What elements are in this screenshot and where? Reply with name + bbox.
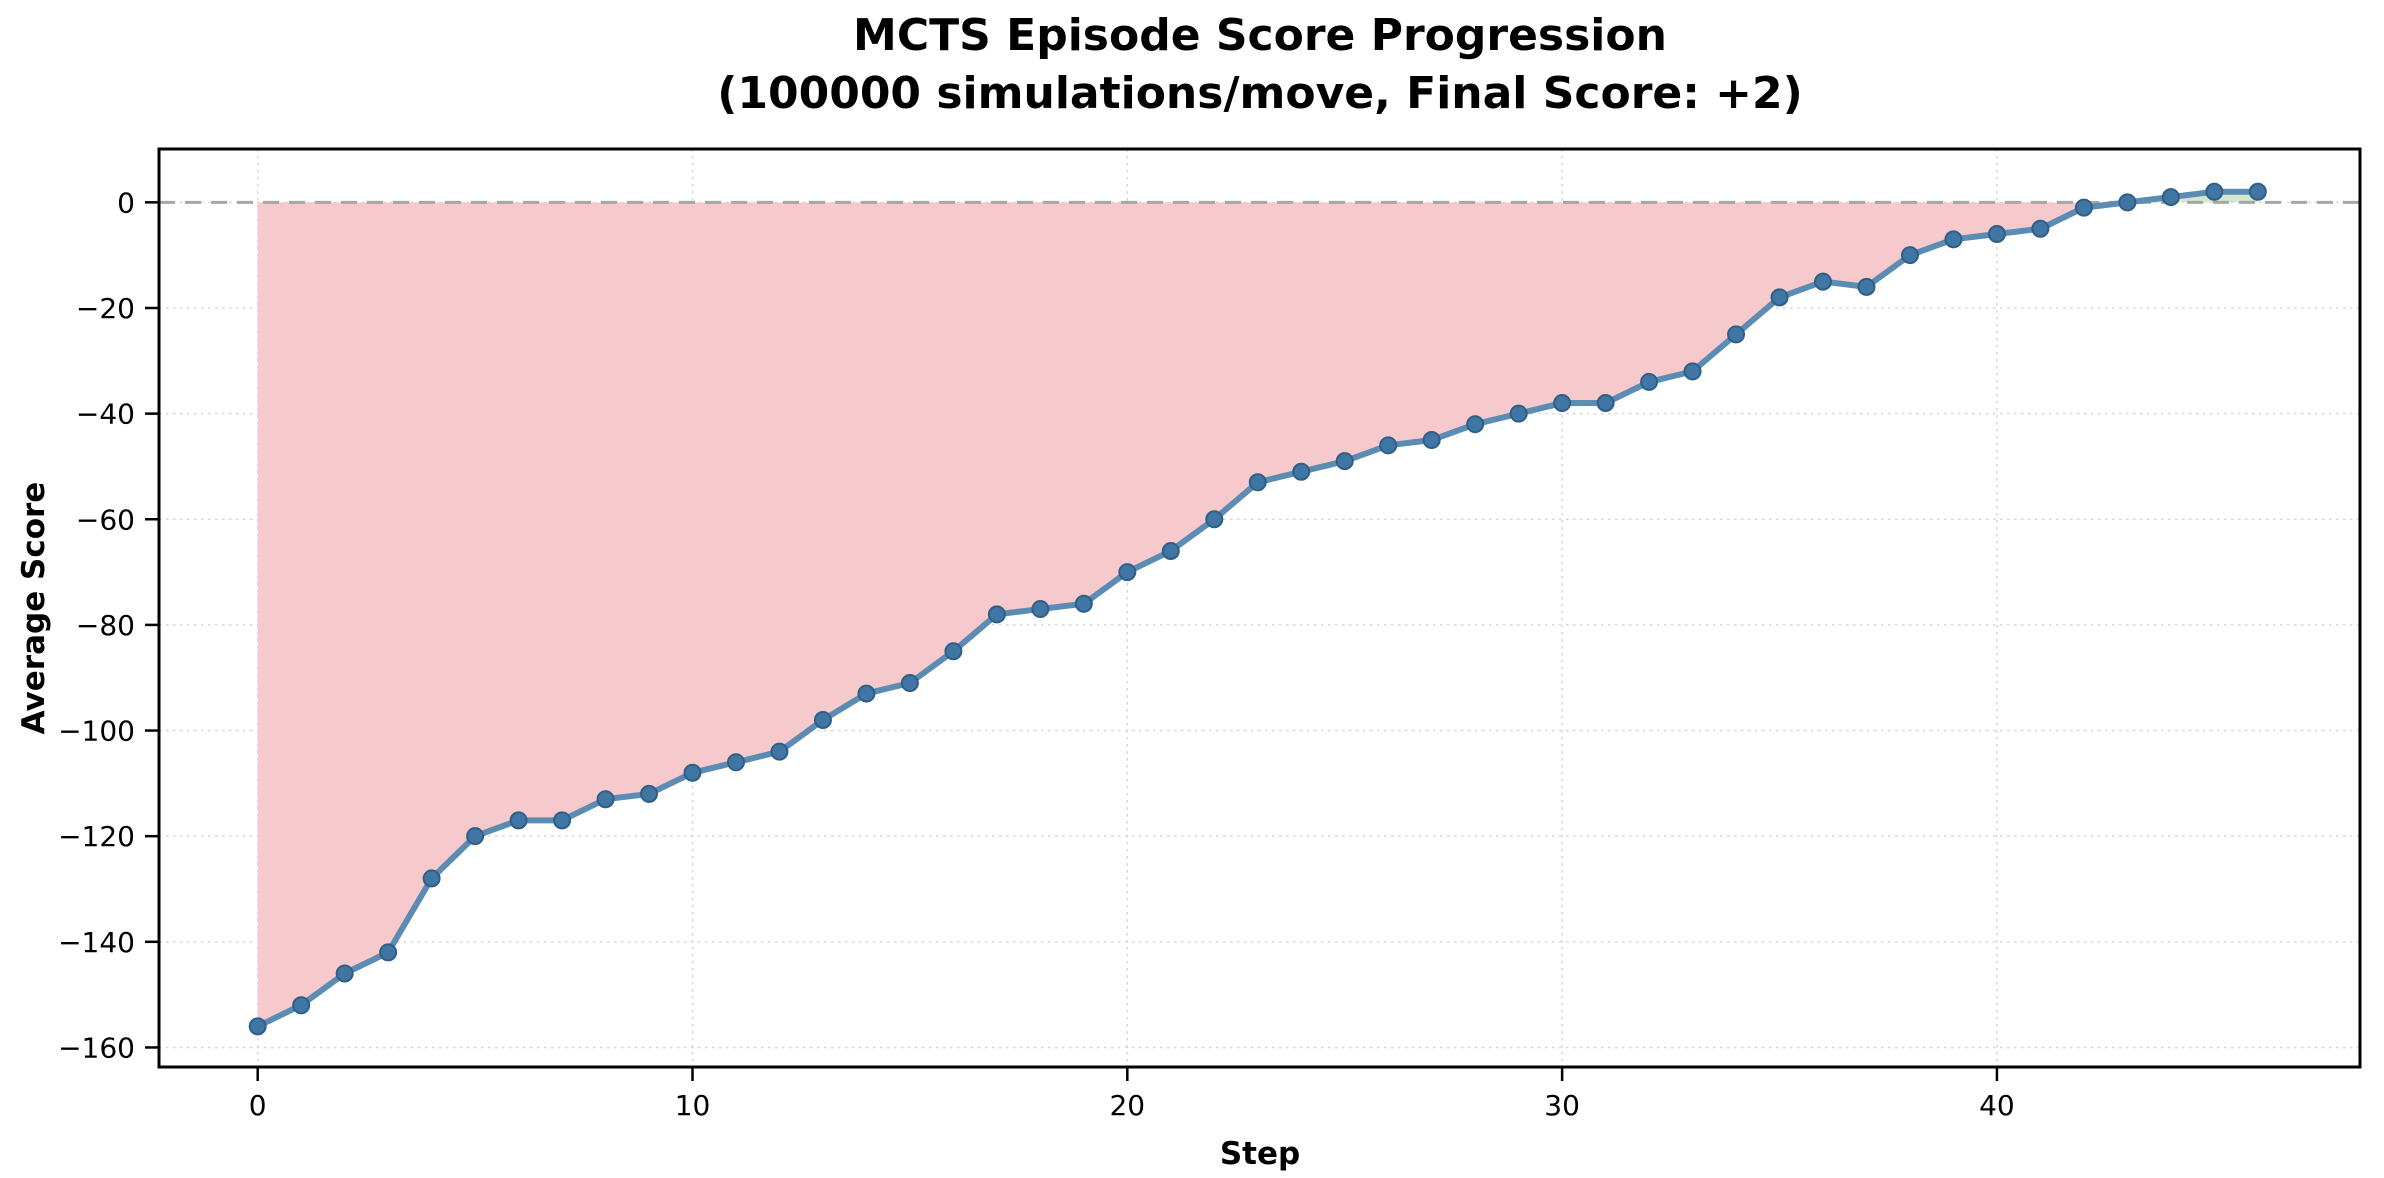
data-point-step-28 [1466, 415, 1485, 434]
x-tick-label: 20 [1109, 1089, 1145, 1122]
axes-and-ticks: 0 10 20 30 40 0 −20 −40 −60 −80 −100 −120 −140 −160 [58, 147, 2362, 1122]
data-point-step-26 [1379, 436, 1398, 455]
data-point-step-41 [2031, 219, 2050, 238]
data-point-step-2 [335, 964, 354, 983]
x-tick-label: 10 [675, 1089, 711, 1122]
data-point-step-17 [987, 605, 1006, 624]
y-tick-label: −60 [76, 503, 135, 536]
data-point-step-14 [857, 684, 876, 703]
positive-score-area [257, 191, 2258, 203]
data-point-step-38 [1900, 246, 1919, 265]
y-axis-label: Average Score [16, 482, 52, 735]
data-point-step-3 [379, 943, 398, 962]
data-point-step-24 [1292, 462, 1311, 481]
y-tick-label: 0 [117, 186, 135, 219]
score-line-series [248, 182, 2267, 1036]
data-point-step-39 [1944, 230, 1963, 249]
data-point-step-45 [2205, 182, 2224, 201]
data-point-step-12 [770, 742, 789, 761]
area-fills [257, 191, 2258, 1027]
y-tick-label: −20 [76, 292, 135, 325]
x-tick-label: 40 [1979, 1089, 2015, 1122]
data-point-step-21 [1161, 541, 1180, 560]
data-point-step-10 [683, 763, 702, 782]
data-point-step-0 [248, 1017, 267, 1036]
y-tick-label: −100 [58, 715, 135, 748]
data-point-step-5 [466, 827, 485, 846]
data-point-step-43 [2118, 193, 2137, 212]
data-point-step-6 [509, 811, 528, 830]
data-point-step-11 [726, 753, 745, 772]
x-axis-label: Step [1220, 1136, 1300, 1172]
chart-title: MCTS Episode Score Progression [853, 10, 1667, 61]
data-point-step-27 [1422, 431, 1441, 450]
data-point-step-4 [422, 869, 441, 888]
data-point-step-16 [944, 642, 963, 661]
x-tick-label: 0 [249, 1089, 267, 1122]
data-point-step-9 [640, 784, 659, 803]
data-point-step-13 [813, 710, 832, 729]
negative-score-area [257, 202, 2258, 1027]
data-point-step-44 [2161, 188, 2180, 207]
plot-border [157, 147, 2362, 1069]
data-point-step-37 [1857, 277, 1876, 296]
data-point-step-30 [1553, 394, 1572, 413]
data-point-step-34 [1727, 325, 1746, 344]
data-point-step-7 [553, 811, 572, 830]
data-point-step-33 [1683, 362, 1702, 381]
data-point-step-29 [1509, 404, 1528, 423]
y-tick-label: −160 [58, 1031, 135, 1064]
data-point-step-18 [1031, 600, 1050, 619]
data-point-step-31 [1596, 394, 1615, 413]
data-point-step-8 [596, 790, 615, 809]
y-tick-label: −120 [58, 820, 135, 853]
data-point-step-35 [1770, 288, 1789, 307]
data-point-step-36 [1814, 272, 1833, 291]
data-point-step-22 [1205, 510, 1224, 529]
data-point-step-15 [900, 674, 919, 693]
x-tick-label: 30 [1544, 1089, 1580, 1122]
data-point-step-1 [292, 996, 311, 1015]
y-tick-label: −80 [76, 609, 135, 642]
data-point-step-46 [2248, 182, 2267, 201]
data-point-step-20 [1118, 563, 1137, 582]
y-tick-label: −140 [58, 926, 135, 959]
chart-subtitle: (100000 simulations/move, Final Score: +… [717, 68, 1803, 119]
data-point-step-19 [1074, 594, 1093, 613]
data-point-step-23 [1248, 473, 1267, 492]
data-point-step-25 [1335, 452, 1354, 471]
y-tick-label: −40 [76, 398, 135, 431]
data-point-step-40 [1987, 225, 2006, 244]
data-point-step-32 [1640, 372, 1659, 391]
data-point-step-42 [2074, 198, 2093, 217]
